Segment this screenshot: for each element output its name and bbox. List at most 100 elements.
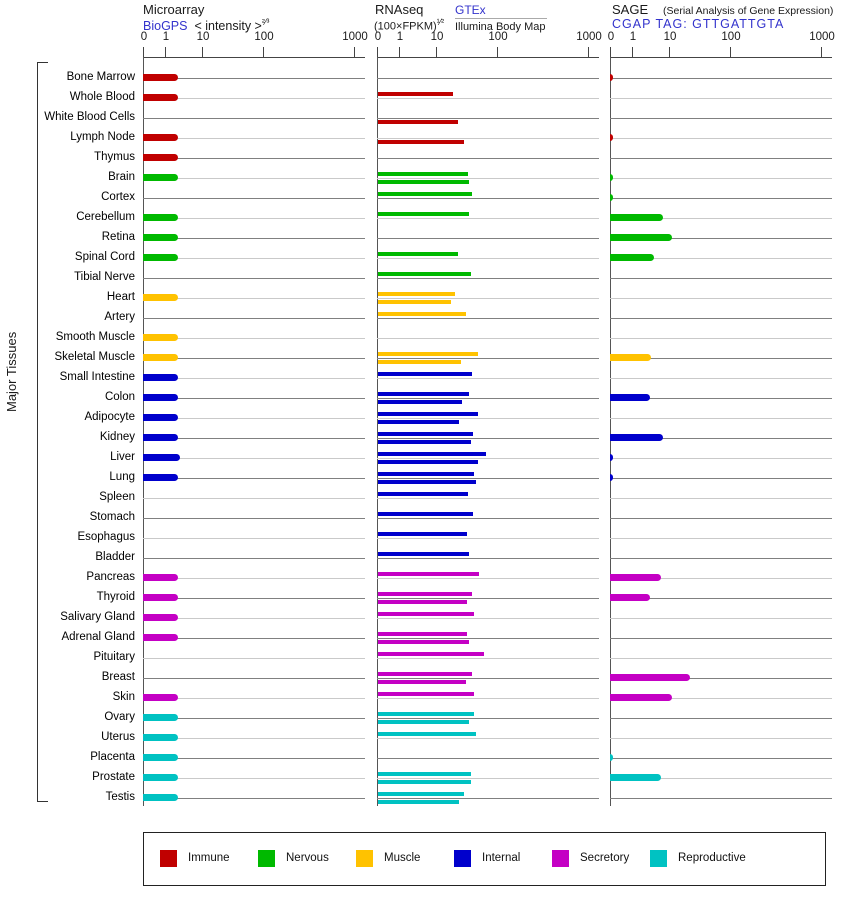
rnaseq-illumina-bar (378, 400, 462, 404)
row-line (377, 78, 599, 79)
row-line (610, 378, 832, 379)
row-line (610, 618, 832, 619)
microarray-bar (143, 794, 178, 801)
sage-bar (610, 214, 663, 221)
row-line (610, 698, 832, 699)
row-line (143, 118, 365, 119)
row-line (610, 298, 832, 299)
axis-baseline (143, 57, 365, 58)
row-line (143, 758, 365, 759)
row-line (377, 98, 599, 99)
microarray-bar (143, 154, 178, 161)
tissue-label: Smooth Muscle (55, 331, 135, 343)
cgap-tag-link[interactable]: CGAP TAG: GTTGATTGTA (612, 17, 785, 31)
row-line (610, 178, 832, 179)
row-line (377, 678, 599, 679)
axis-tick-mark (436, 47, 437, 57)
biogps-link[interactable]: BioGPS (143, 19, 188, 34)
tissue-label: Placenta (90, 751, 135, 763)
tissue-label: Testis (105, 791, 135, 803)
rnaseq-gtex-bar (378, 272, 471, 276)
row-line (143, 258, 365, 259)
microarray-bar (143, 634, 178, 641)
microarray-bar (143, 374, 178, 381)
row-line (377, 198, 599, 199)
tissue-label: Liver (110, 451, 135, 463)
row-line (143, 378, 365, 379)
rnaseq-illumina-bar (378, 140, 464, 144)
row-line (610, 478, 832, 479)
axis-baseline (610, 57, 832, 58)
sage-bar (610, 774, 661, 781)
row-line (610, 598, 832, 599)
axis-tick-label: 100 (254, 31, 274, 43)
rnaseq-illumina-bar (378, 720, 469, 724)
microarray-scale-exponent: ²⁄³ (261, 17, 270, 27)
rnaseq-gtex-bar (378, 372, 472, 376)
axis-tick-label: 0 (374, 31, 382, 43)
axis-baseline (377, 57, 599, 58)
microarray-bar (143, 254, 178, 261)
sage-bar (610, 594, 650, 601)
row-line (377, 598, 599, 599)
tissue-label: Skeletal Muscle (54, 351, 135, 363)
axis-tick-mark (610, 47, 611, 57)
rnaseq-illumina-bar (378, 180, 469, 184)
tissue-label: Stomach (89, 511, 135, 523)
legend-label-muscle: Muscle (384, 852, 421, 864)
legend-label-internal: Internal (482, 852, 521, 864)
row-line (377, 138, 599, 139)
row-line (610, 538, 832, 539)
sage-bar (610, 434, 663, 441)
row-line (377, 698, 599, 699)
tissue-label: Heart (106, 291, 135, 303)
row-line (143, 578, 365, 579)
rnaseq-gtex-bar (378, 92, 453, 96)
row-line (143, 778, 365, 779)
row-line (377, 458, 599, 459)
rnaseq-gtex-bar (378, 312, 466, 316)
tissue-label: Bone Marrow (66, 71, 135, 83)
rnaseq-gtex-bar (378, 732, 476, 736)
row-line (610, 558, 832, 559)
tissue-label: Artery (104, 311, 135, 323)
sage-panel-title: SAGE (612, 2, 649, 17)
microarray-bar (143, 414, 178, 421)
row-line (143, 158, 365, 159)
tissue-label: Esophagus (77, 531, 135, 543)
row-line (143, 338, 365, 339)
rnaseq-illumina-bar (378, 460, 478, 464)
row-line (377, 638, 599, 639)
gtex-link: GTEx (455, 3, 486, 17)
row-line (377, 798, 599, 799)
axis-tick-mark (354, 47, 355, 57)
microarray-bar (143, 434, 178, 441)
axis-tick-mark (143, 47, 144, 57)
row-line (377, 438, 599, 439)
rnaseq-panel-title: RNAseq (375, 2, 424, 17)
row-line (610, 778, 832, 779)
row-line (143, 498, 365, 499)
row-line (377, 218, 599, 219)
microarray-bar (143, 714, 178, 721)
row-line (610, 198, 832, 199)
axis-tick-mark (497, 47, 498, 57)
row-line (610, 438, 832, 439)
axis-tick-label: 1000 (576, 31, 602, 43)
row-line (377, 238, 599, 239)
row-line (610, 78, 832, 79)
row-line (377, 578, 599, 579)
tissue-label: Spleen (99, 491, 135, 503)
row-line (377, 538, 599, 539)
row-line (377, 398, 599, 399)
row-line (143, 618, 365, 619)
row-line (377, 258, 599, 259)
row-line (143, 698, 365, 699)
row-line (143, 298, 365, 299)
sage-bar (610, 254, 654, 261)
row-line (610, 278, 832, 279)
row-line (610, 518, 832, 519)
legend-label-secretory: Secretory (580, 852, 630, 864)
row-line (610, 738, 832, 739)
sage-bar (610, 194, 613, 201)
